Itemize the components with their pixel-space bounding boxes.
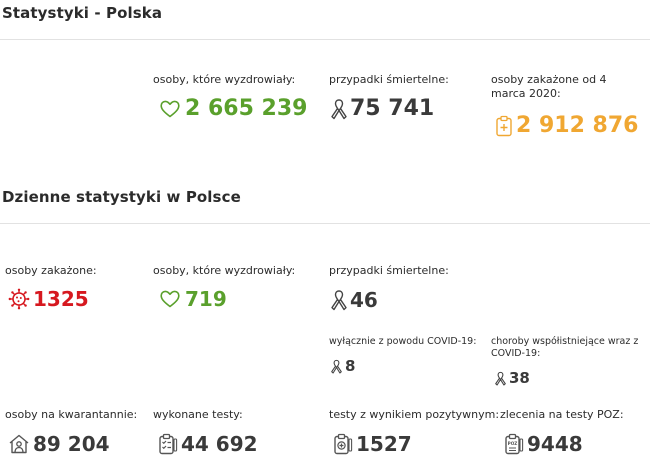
heart-icon: [160, 100, 180, 117]
overall-title: Statystyki - Polska: [2, 4, 163, 22]
daily-recovered-stat: 719: [160, 287, 227, 311]
positive-tests-label: testy z wynikiem pozytywnym:: [329, 408, 500, 421]
positive-tests-stat: 1527: [333, 432, 412, 456]
overall-deaths-stat: 75 741: [331, 96, 434, 121]
daily-recovered-label: osoby, które wyzdrowiały:: [153, 264, 296, 277]
comorbid-label: choroby współistniejące wraz z COVID-19:: [491, 336, 639, 359]
ribbon-icon: [331, 290, 347, 311]
tests-value: 44 692: [181, 432, 258, 456]
daily-infected-stat: 1325: [8, 287, 89, 311]
clipboard-poz-icon: POZ: [505, 433, 524, 455]
comorbid-value: 38: [509, 369, 530, 387]
ribbon-icon: [495, 371, 506, 386]
overall-recovered-value: 2 665 239: [185, 96, 308, 121]
virus-icon: [8, 288, 30, 310]
daily-recovered-value: 719: [185, 287, 227, 311]
overall-infected-stat: 2 912 876: [495, 113, 638, 138]
poz-orders-stat: POZ 9448: [504, 432, 583, 456]
quarantine-value: 89 204: [33, 432, 110, 456]
daily-deaths-stat: 46: [331, 288, 378, 312]
poz-orders-label: zlecenia na testy POZ:: [500, 408, 624, 421]
poz-icon-text: POZ: [508, 441, 518, 446]
clipboard-plus-icon: [334, 433, 353, 455]
heart-icon: [160, 290, 180, 308]
comorbid-stat: 38: [495, 369, 530, 387]
daily-infected-value: 1325: [33, 287, 89, 311]
overall-recovered-label: osoby, które wyzdrowiały:: [153, 73, 296, 86]
quarantine-stat: 89 204: [8, 432, 110, 456]
poz-orders-value: 9448: [527, 432, 583, 456]
ribbon-icon: [331, 359, 342, 374]
covid-only-label: wyłącznie z powodu COVID-19:: [329, 336, 477, 347]
clipboard-medical-icon: [496, 115, 512, 136]
quarantine-label: osoby na kwarantannie:: [5, 408, 138, 421]
overall-deaths-label: przypadki śmiertelne:: [329, 73, 449, 86]
clipboard-check-icon: [159, 433, 178, 455]
divider: [0, 223, 650, 224]
house-person-icon: [9, 434, 29, 454]
ribbon-icon: [331, 98, 347, 119]
overall-infected-label: osoby zakażone od 4 marca 2020:: [491, 73, 607, 100]
daily-infected-label: osoby zakażone:: [5, 264, 97, 277]
divider: [0, 39, 650, 40]
overall-deaths-value: 75 741: [350, 96, 435, 121]
daily-deaths-value: 46: [350, 288, 378, 312]
daily-title: Dzienne statystyki w Polsce: [2, 188, 241, 206]
overall-recovered-stat: 2 665 239: [160, 96, 307, 121]
positive-tests-value: 1527: [356, 432, 412, 456]
tests-label: wykonane testy:: [153, 408, 243, 421]
tests-stat: 44 692: [158, 432, 258, 456]
covid-only-stat: 8: [331, 357, 355, 375]
daily-deaths-label: przypadki śmiertelne:: [329, 264, 449, 277]
covid-only-value: 8: [345, 357, 356, 375]
overall-infected-value: 2 912 876: [516, 113, 639, 138]
